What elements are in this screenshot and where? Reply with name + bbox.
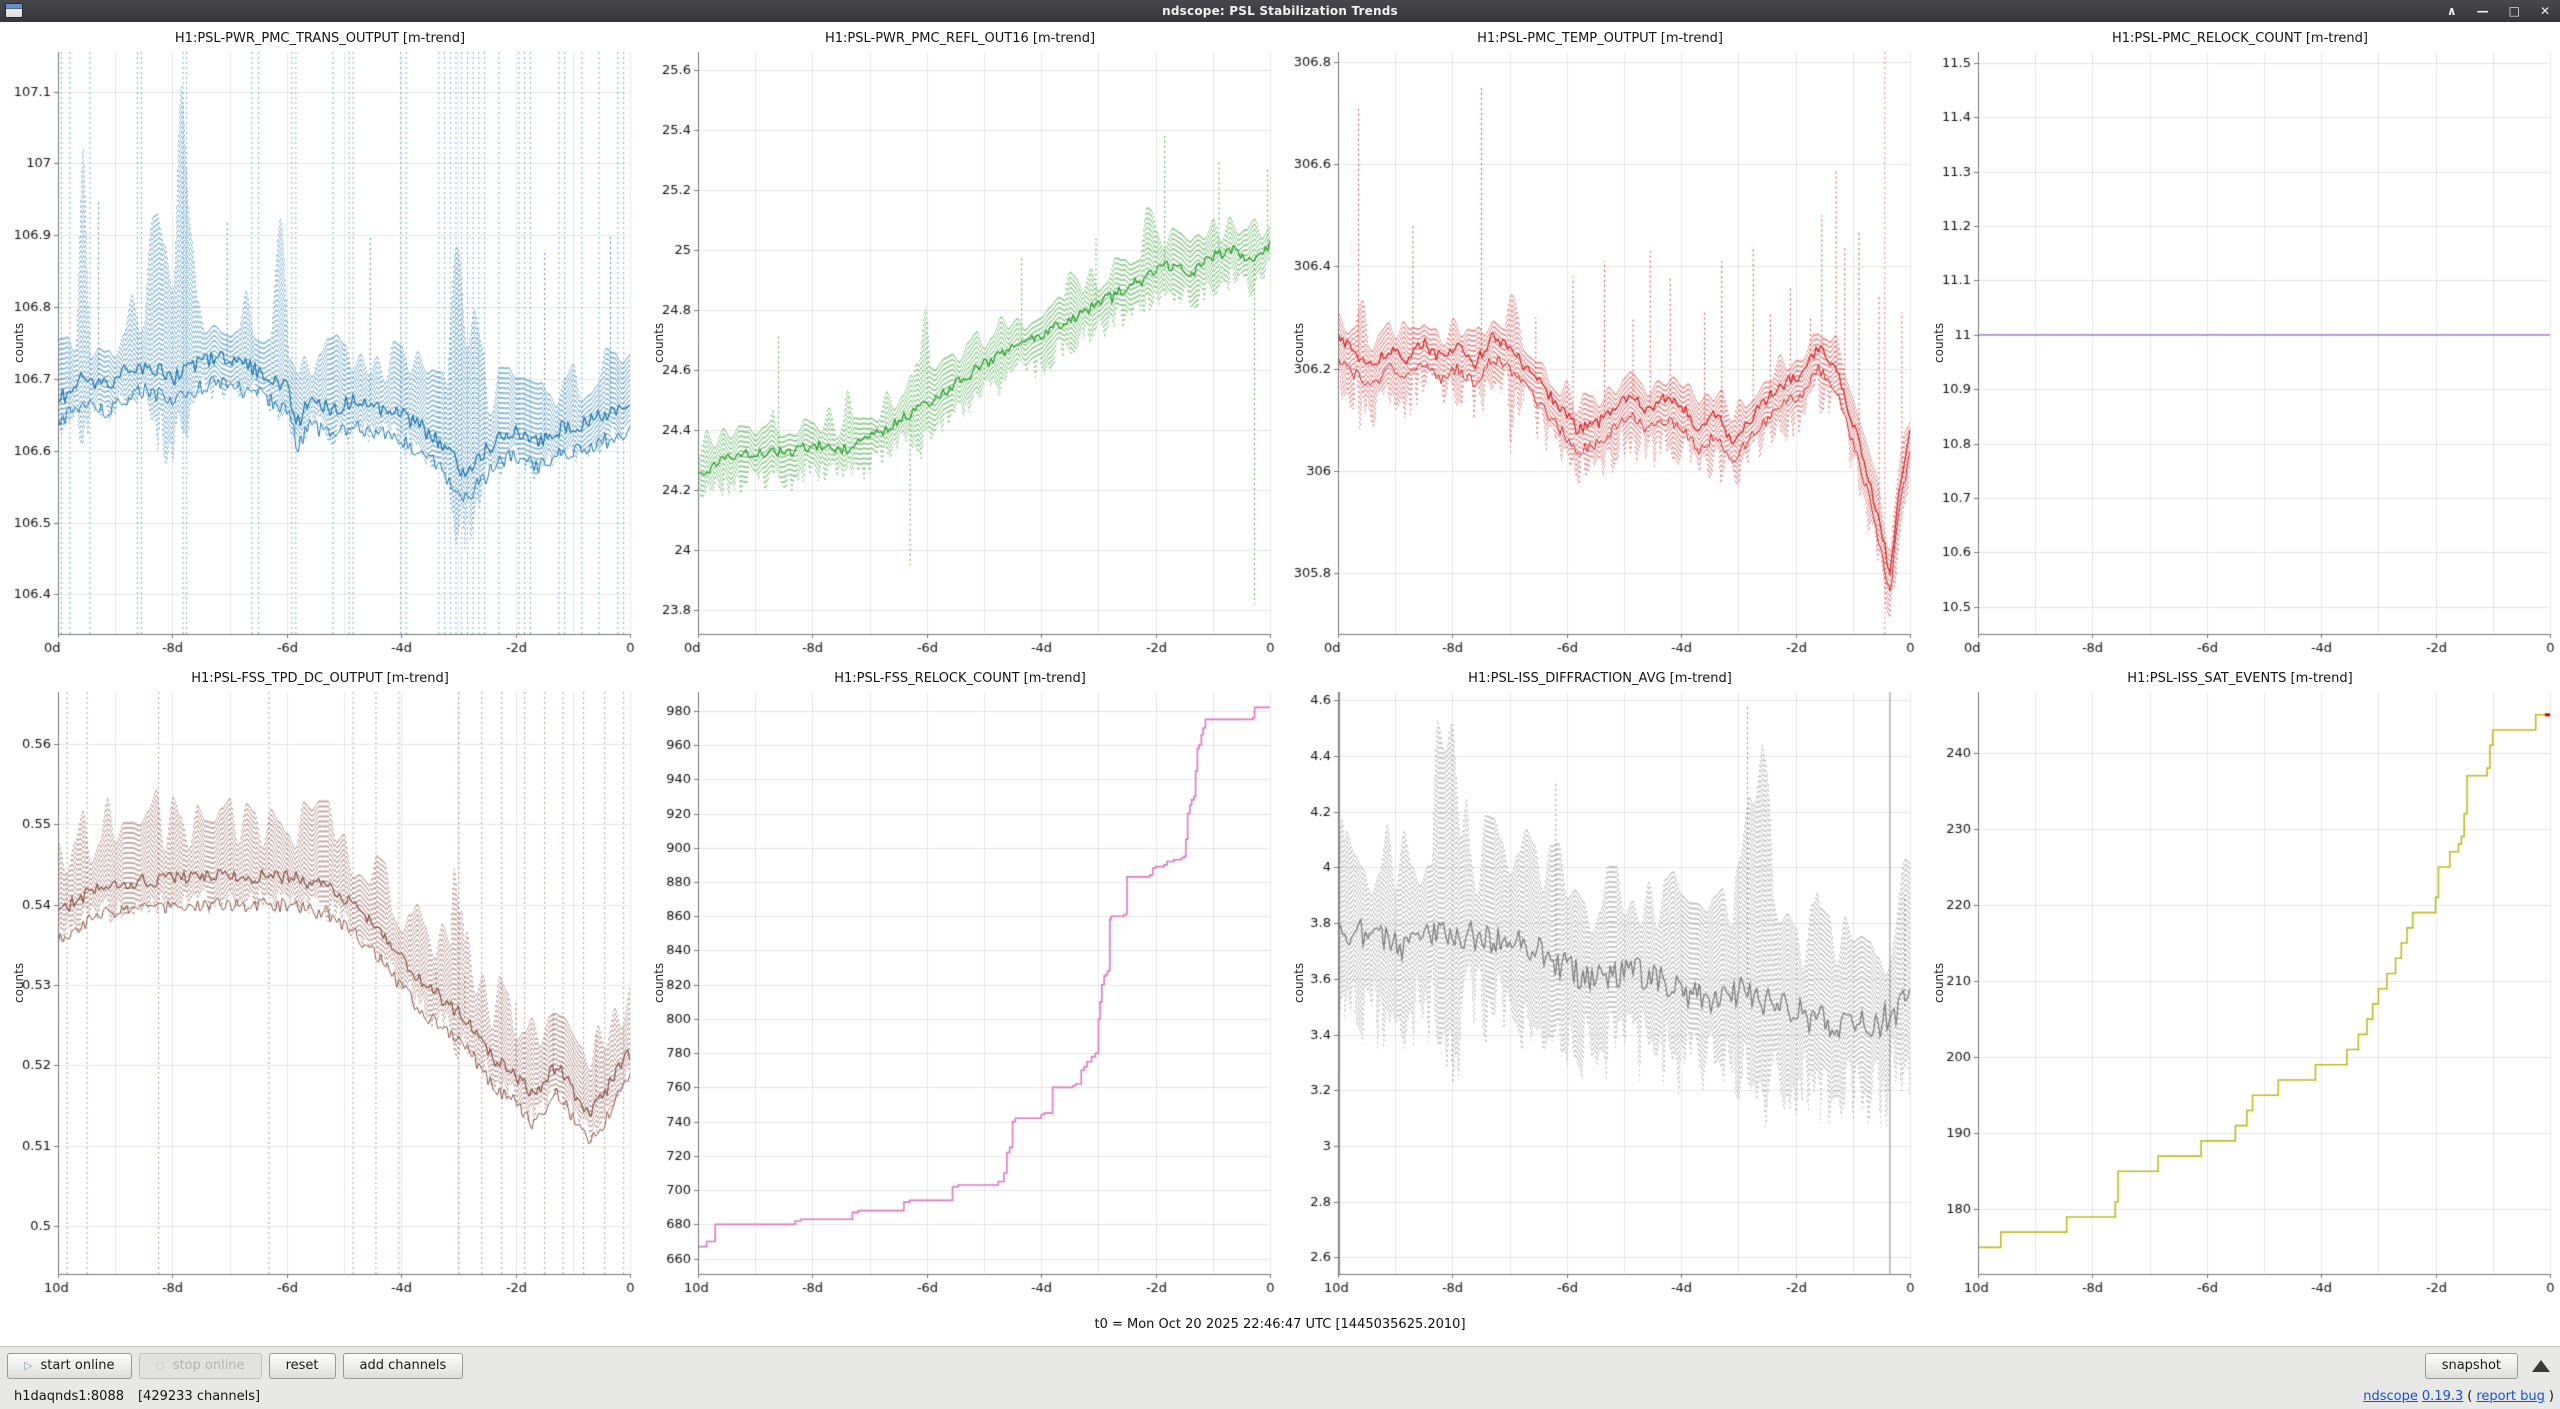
plot-fss-tpd-dc: H1:PSL-FSS_TPD_DC_OUTPUT [m-trend] count… — [0, 662, 640, 1302]
plot-title: H1:PSL-ISS_SAT_EVENTS [m-trend] — [2127, 671, 2353, 686]
y-axis-label: counts — [652, 962, 666, 1003]
plot-canvas[interactable] — [1920, 662, 2560, 1302]
maximize-window-icon[interactable]: □ — [2508, 4, 2520, 18]
y-axis-label: counts — [1932, 962, 1946, 1003]
toolbar: ▷ start online ◻ stop online reset add c… — [0, 1346, 2560, 1384]
y-axis-label: counts — [12, 322, 26, 363]
plot-iss-sat-events: H1:PSL-ISS_SAT_EVENTS [m-trend] counts — [1920, 662, 2560, 1302]
stop-online-label: stop online — [172, 1358, 245, 1373]
plot-canvas[interactable] — [1280, 662, 1920, 1302]
shade-window-icon[interactable]: ∧ — [2446, 4, 2457, 18]
y-axis-label: counts — [1932, 322, 1946, 363]
stop-icon: ◻ — [155, 1359, 165, 1372]
bug-paren-close: ) — [2548, 1389, 2554, 1404]
add-channels-button[interactable]: add channels — [342, 1352, 464, 1379]
play-icon: ▷ — [24, 1359, 33, 1372]
y-axis-label: counts — [12, 962, 26, 1003]
plot-fss-relock-count: H1:PSL-FSS_RELOCK_COUNT [m-trend] counts — [640, 662, 1280, 1302]
plot-title: H1:PSL-PWR_PMC_TRANS_OUTPUT [m-trend] — [174, 31, 466, 46]
plot-title: H1:PSL-PWR_PMC_REFL_OUT16 [m-trend] — [824, 31, 1096, 46]
plot-title: H1:PSL-FSS_RELOCK_COUNT [m-trend] — [834, 671, 1086, 686]
plot-pwr-pmc-trans: H1:PSL-PWR_PMC_TRANS_OUTPUT [m-trend] co… — [0, 22, 640, 662]
plot-canvas[interactable] — [1920, 22, 2560, 662]
t0-timestamp: t0 = Mon Oct 20 2025 22:46:47 UTC [14450… — [0, 1302, 2560, 1346]
y-axis-label: counts — [652, 322, 666, 363]
plot-canvas[interactable] — [640, 662, 1280, 1302]
plot-grid: H1:PSL-PWR_PMC_TRANS_OUTPUT [m-trend] co… — [0, 22, 2560, 1302]
minimize-window-icon[interactable]: — — [2476, 4, 2489, 18]
statusbar: h1daqnds1:8088 [429233 channels] ndscope… — [0, 1384, 2560, 1409]
plot-canvas[interactable] — [640, 22, 1280, 662]
start-online-label: start online — [40, 1358, 115, 1373]
y-axis-label: counts — [1292, 322, 1306, 363]
y-axis-label: counts — [1292, 962, 1306, 1003]
plot-title: H1:PSL-ISS_DIFFRACTION_AVG [m-trend] — [1468, 671, 1732, 686]
version-link[interactable]: 0.19.3 — [2421, 1389, 2464, 1404]
report-bug-link[interactable]: report bug — [2476, 1389, 2545, 1404]
stop-online-button: ◻ stop online — [138, 1352, 262, 1379]
plot-title: H1:PSL-FSS_TPD_DC_OUTPUT [m-trend] — [191, 671, 449, 686]
snapshot-label: snapshot — [2441, 1358, 2501, 1373]
plot-canvas[interactable] — [0, 22, 640, 662]
plot-title: H1:PSL-PMC_TEMP_OUTPUT [m-trend] — [1477, 31, 1723, 46]
snapshot-button[interactable]: snapshot — [2424, 1352, 2518, 1379]
plot-canvas[interactable] — [1280, 22, 1920, 662]
nds-server: h1daqnds1:8088 — [14, 1389, 124, 1404]
plot-canvas[interactable] — [0, 662, 640, 1302]
reset-label: reset — [285, 1358, 319, 1373]
plot-title: H1:PSL-PMC_RELOCK_COUNT [m-trend] — [2112, 31, 2368, 46]
titlebar: ndscope: PSL Stabilization Trends ∧ — □ … — [0, 0, 2560, 22]
plot-pmc-relock-count: H1:PSL-PMC_RELOCK_COUNT [m-trend] counts — [1920, 22, 2560, 662]
plot-pmc-temp: H1:PSL-PMC_TEMP_OUTPUT [m-trend] counts — [1280, 22, 1920, 662]
ndscope-link[interactable]: ndscope — [2363, 1389, 2418, 1404]
reset-button[interactable]: reset — [268, 1352, 336, 1379]
expand-panel-icon[interactable] — [2532, 1359, 2550, 1372]
channel-count: [429233 channels] — [137, 1389, 261, 1404]
app-window-icon — [5, 3, 23, 18]
plot-iss-diffraction-avg: H1:PSL-ISS_DIFFRACTION_AVG [m-trend] cou… — [1280, 662, 1920, 1302]
plot-pwr-pmc-refl: H1:PSL-PWR_PMC_REFL_OUT16 [m-trend] coun… — [640, 22, 1280, 662]
close-window-icon[interactable]: ✕ — [2539, 4, 2550, 18]
start-online-button[interactable]: ▷ start online — [7, 1352, 132, 1379]
window-title: ndscope: PSL Stabilization Trends — [1162, 4, 1398, 18]
add-channels-label: add channels — [359, 1358, 447, 1373]
bug-paren-open: ( — [2467, 1389, 2473, 1404]
